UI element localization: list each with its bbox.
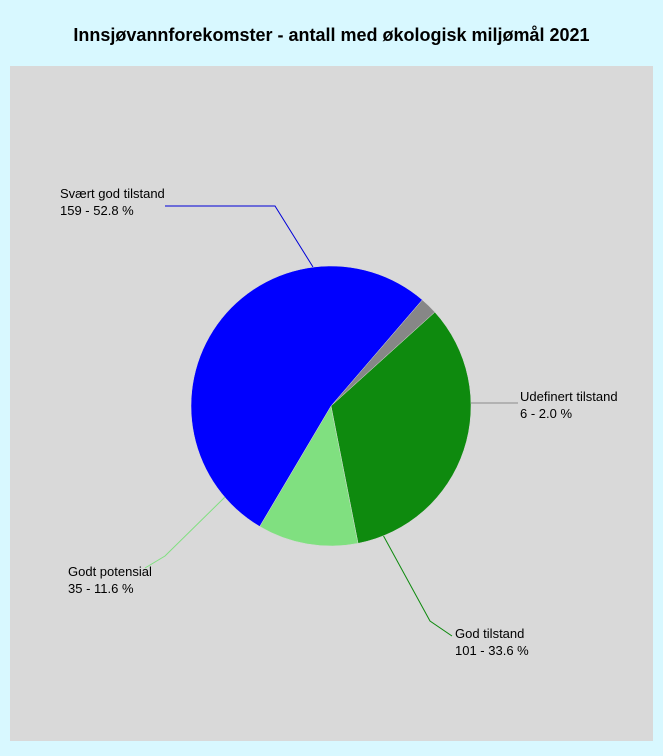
slice-name: Svært god tilstand — [60, 186, 165, 203]
slice-label: God tilstand101 - 33.6 % — [455, 626, 529, 660]
chart-plot-area: Udefinert tilstand6 - 2.0 %God tilstand1… — [10, 66, 653, 741]
slice-name: God tilstand — [455, 626, 529, 643]
slice-label: Udefinert tilstand6 - 2.0 % — [520, 389, 618, 423]
chart-title: Innsjøvannforekomster - antall med økolo… — [10, 10, 653, 66]
slice-value: 35 - 11.6 % — [68, 581, 152, 598]
leader-line — [383, 535, 452, 636]
pie-chart — [191, 266, 471, 546]
slice-label: Svært god tilstand159 - 52.8 % — [60, 186, 165, 220]
slice-name: Udefinert tilstand — [520, 389, 618, 406]
slice-value: 159 - 52.8 % — [60, 203, 165, 220]
leader-line — [165, 206, 313, 267]
slice-name: Godt potensial — [68, 564, 152, 581]
slice-label: Godt potensial35 - 11.6 % — [68, 564, 152, 598]
slice-value: 101 - 33.6 % — [455, 643, 529, 660]
slice-value: 6 - 2.0 % — [520, 406, 618, 423]
